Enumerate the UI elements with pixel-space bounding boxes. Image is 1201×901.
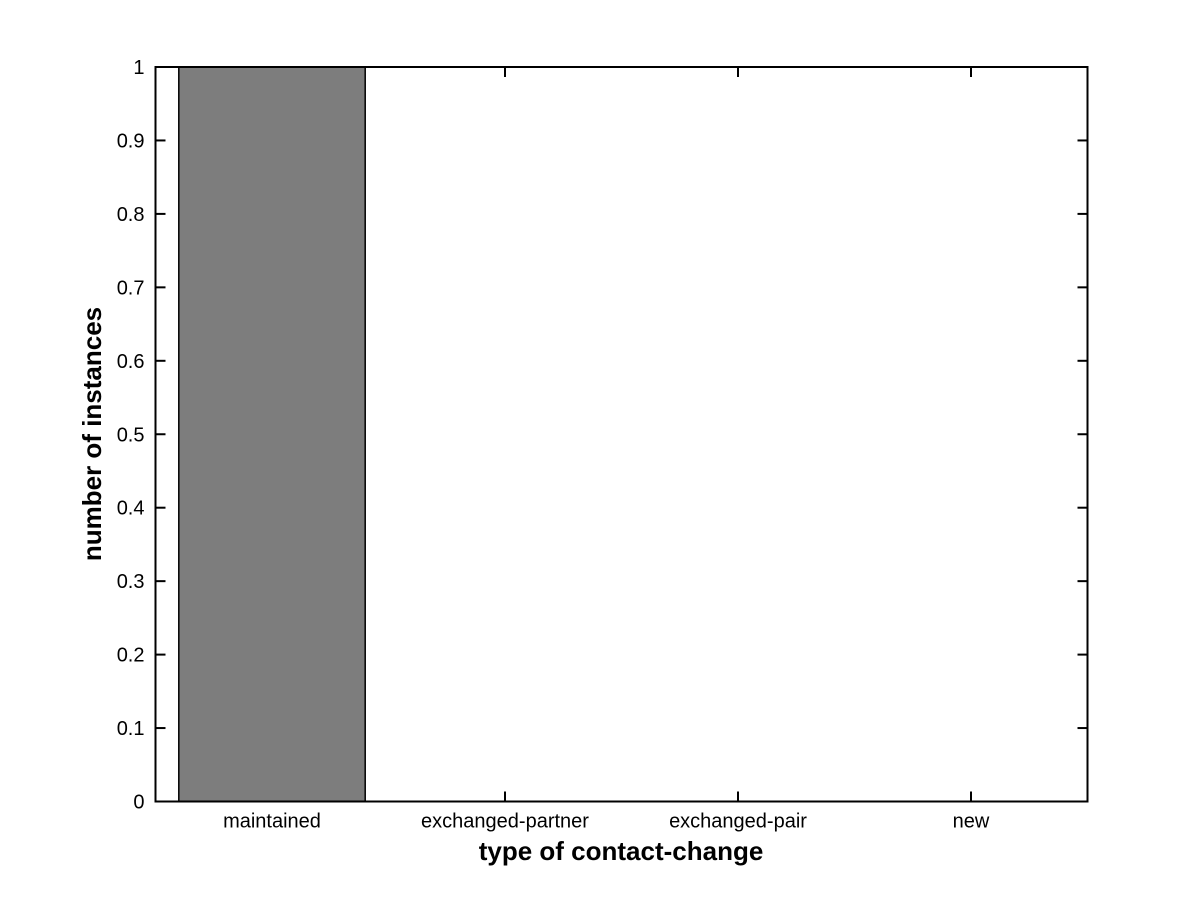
x-category-label: maintained xyxy=(223,811,321,833)
y-tick-label: 0 xyxy=(133,792,144,814)
y-tick-label: 0.1 xyxy=(117,718,145,740)
x-category-label: new xyxy=(953,811,990,833)
y-tick-label: 0.2 xyxy=(117,645,145,667)
y-axis-label: number of instances xyxy=(77,307,107,561)
y-tick-label: 0.7 xyxy=(117,277,145,299)
y-tick-label: 0.5 xyxy=(117,424,145,446)
axes-box xyxy=(154,66,1089,803)
bar-maintained xyxy=(178,66,366,803)
y-tick-label: 1 xyxy=(133,57,144,79)
y-tick-label: 0.4 xyxy=(117,498,145,520)
y-tick-label: 0.9 xyxy=(117,130,145,152)
x-axis-label: type of contact-change xyxy=(479,836,764,866)
y-tick-label: 0.8 xyxy=(117,204,145,226)
y-tick-label: 0.6 xyxy=(117,351,145,373)
y-tick-label: 0.3 xyxy=(117,571,145,593)
x-category-label: exchanged-partner xyxy=(421,811,589,833)
x-category-label: exchanged-pair xyxy=(669,811,807,833)
plot-area: 0 0.1 0.2 0.3 0.4 0.5 0.6 0.7 0.8 0.9 1 maintained e… xyxy=(117,57,1089,833)
